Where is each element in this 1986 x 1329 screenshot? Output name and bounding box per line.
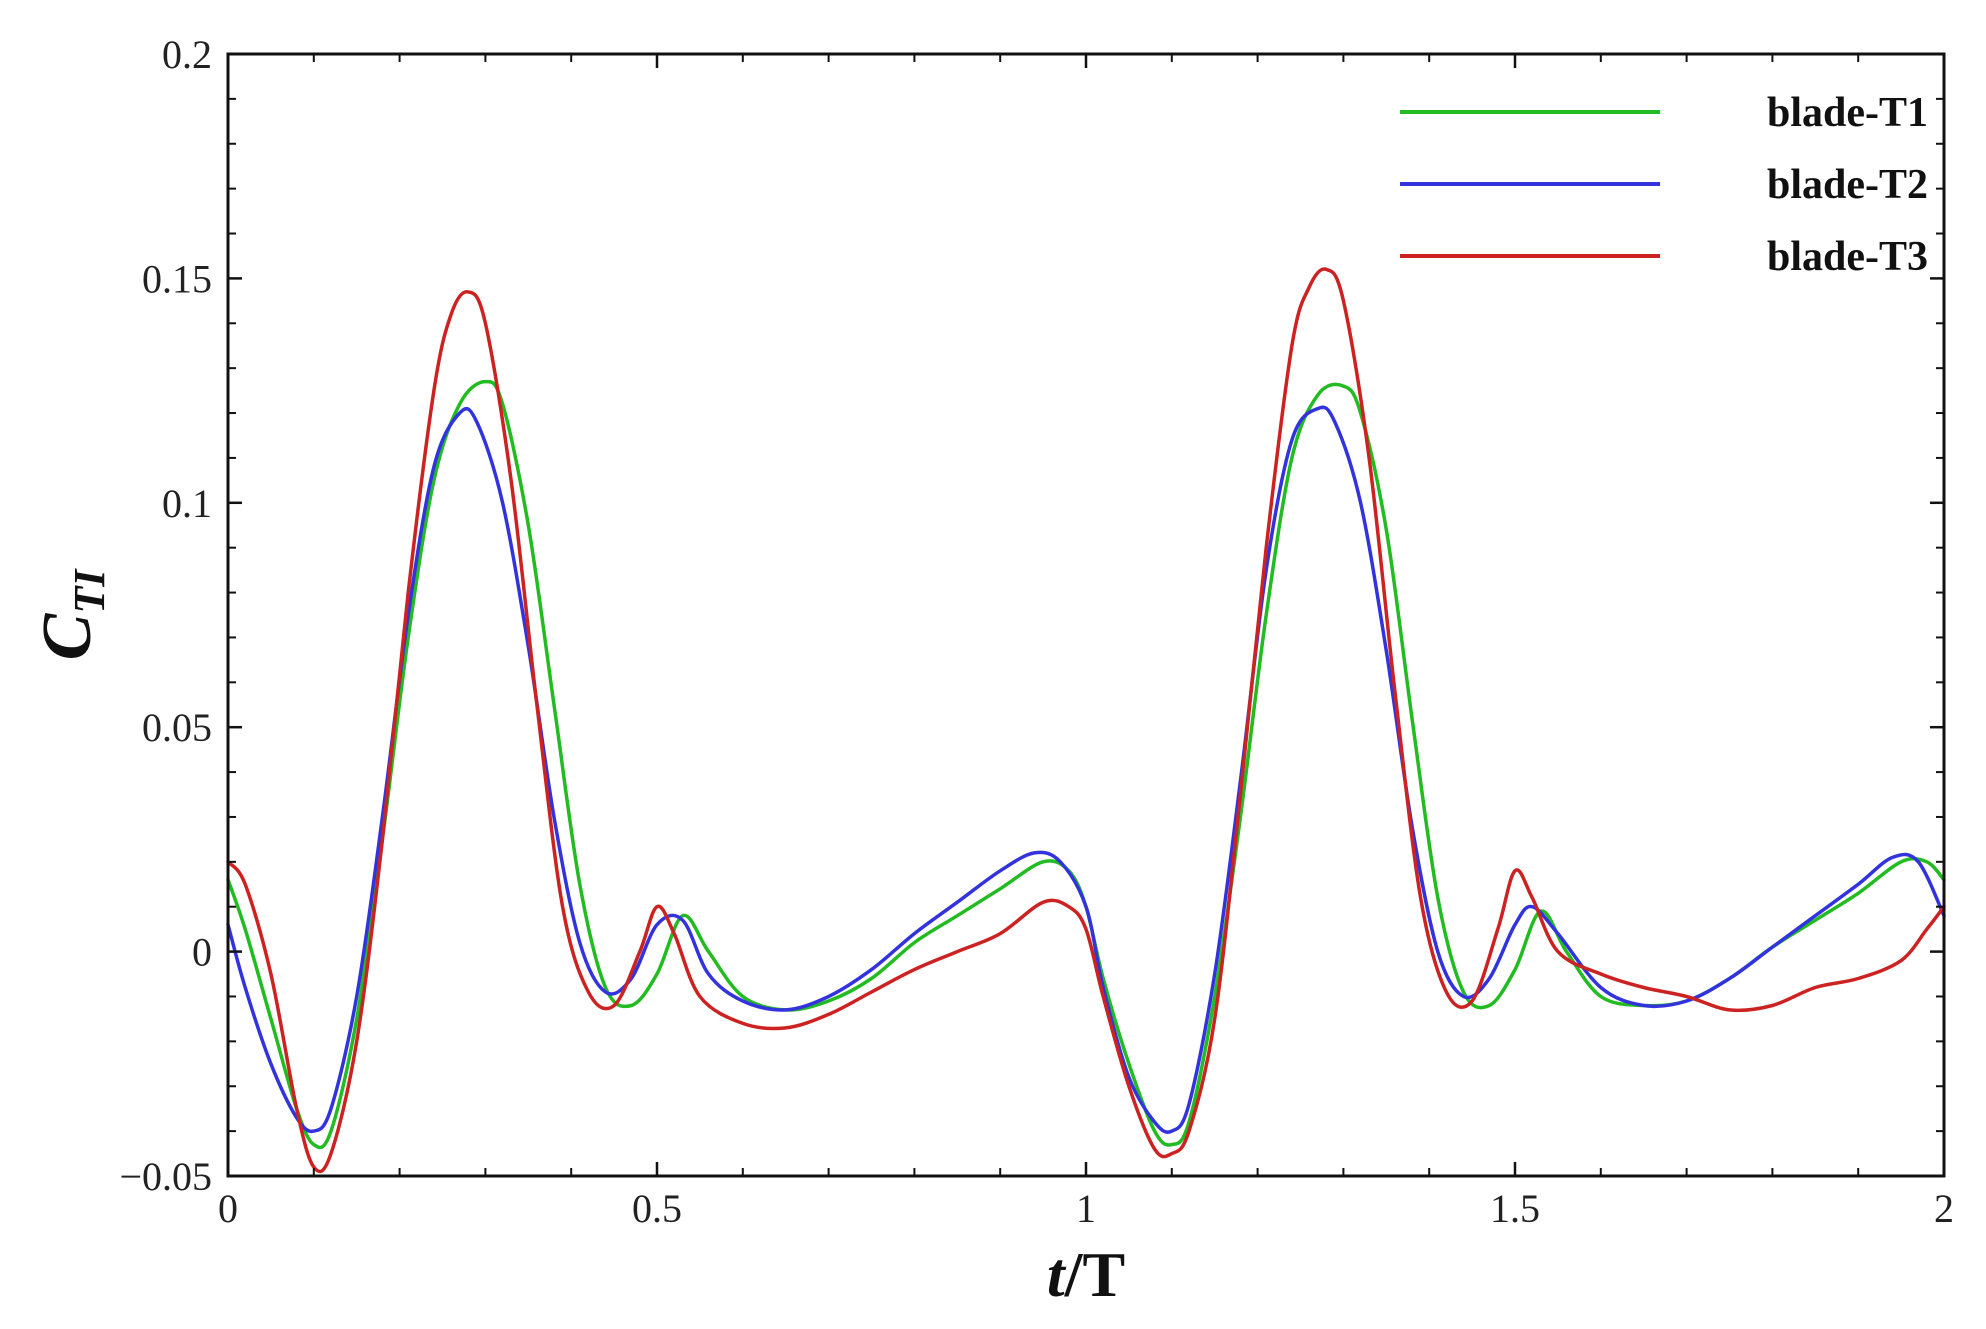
series-line-blade-T1 — [226, 379, 1946, 1150]
series-line-blade-T3 — [226, 267, 1946, 1174]
y-tick-label: 0.15 — [142, 256, 212, 301]
plot-lines — [226, 267, 1946, 1174]
x-tick-label: 0 — [218, 1186, 238, 1231]
y-tick-label: 0.05 — [142, 705, 212, 750]
legend: blade-T1 blade-T2 blade-T3 — [1400, 90, 1928, 280]
x-tick-label: 1.5 — [1490, 1186, 1540, 1231]
y-tick-label: 0.2 — [162, 32, 212, 77]
legend-label: blade-T2 — [1767, 162, 1928, 208]
y-axis: −0.05 0 0.05 0.1 0.15 0.2 — [119, 32, 1944, 1199]
x-axis-title: t/T — [1047, 1239, 1125, 1310]
y-axis-title-main: C — [29, 612, 106, 660]
series-line-blade-T2 — [226, 405, 1946, 1134]
y-tick-label: 0 — [192, 930, 212, 975]
y-axis-title-sub: TI — [65, 568, 114, 614]
legend-label: blade-T1 — [1767, 90, 1928, 136]
legend-label: blade-T3 — [1767, 234, 1928, 280]
x-tick-label: 2 — [1934, 1186, 1954, 1231]
x-axis-title-rest: /T — [1064, 1239, 1125, 1310]
plot-frame — [226, 52, 1946, 1178]
svg-text:CTI: CTI — [29, 568, 114, 661]
x-tick-label: 1 — [1076, 1186, 1096, 1231]
y-axis-title: CTI — [29, 568, 114, 661]
x-axis-title-italic: t — [1047, 1239, 1067, 1310]
y-tick-label: −0.05 — [119, 1154, 212, 1199]
x-tick-label: 0.5 — [632, 1186, 682, 1231]
y-tick-label: 0.1 — [162, 481, 212, 526]
x-axis: 0 0.5 1 1.5 2 — [218, 54, 1954, 1231]
